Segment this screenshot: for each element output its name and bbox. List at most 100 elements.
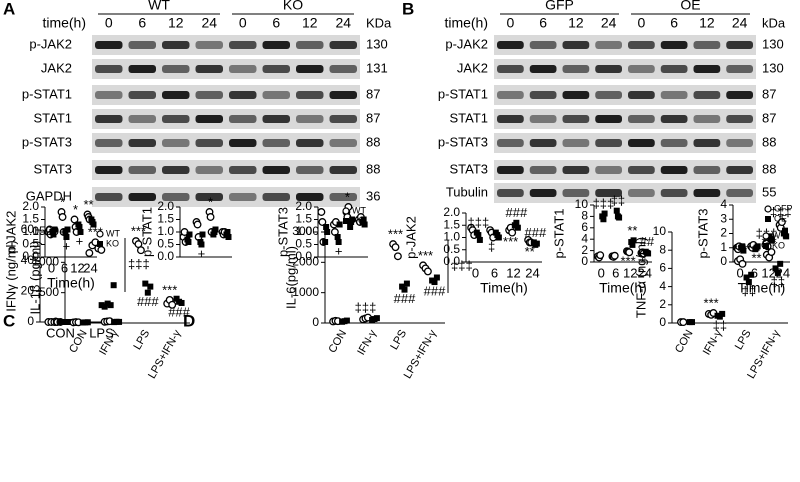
- size-label: 88: [762, 161, 776, 176]
- band: [329, 91, 357, 99]
- row-label: JAK2: [41, 60, 72, 75]
- data-point: [495, 234, 502, 241]
- band: [128, 115, 156, 123]
- band: [95, 115, 123, 123]
- significance-mark: ‡‡‡: [770, 205, 792, 220]
- band: [562, 65, 590, 73]
- band: [128, 91, 156, 99]
- legend-label: KO: [106, 238, 119, 248]
- band: [660, 65, 688, 73]
- legend-marker: [764, 205, 772, 213]
- y-tick-label: 6: [581, 220, 588, 234]
- y-tick-label: 0.0: [22, 249, 39, 263]
- blot-background: [494, 109, 756, 129]
- legend-marker: [343, 218, 349, 224]
- data-point: [144, 289, 151, 296]
- blot-background: [92, 109, 360, 129]
- band: [562, 166, 590, 174]
- band: [529, 139, 557, 147]
- band: [229, 139, 257, 147]
- y-tick-label: 0: [52, 315, 59, 329]
- y-tick-label: 4: [720, 197, 727, 211]
- lane-label: 6: [670, 15, 678, 31]
- data-point: [136, 246, 145, 255]
- y-axis-label: IL-6(pg/ml): [283, 246, 298, 309]
- y-tick-label: 2: [581, 243, 588, 257]
- y-tick-label: 0: [27, 314, 34, 328]
- band: [95, 193, 123, 201]
- band: [162, 91, 190, 99]
- lane-label: 0: [506, 15, 514, 31]
- band: [128, 166, 156, 174]
- data-point: [767, 248, 776, 256]
- y-tick-label: 2: [720, 226, 727, 240]
- band: [497, 166, 524, 174]
- x-tick-label: CON: [46, 325, 75, 340]
- band: [693, 189, 721, 197]
- data-point: [225, 234, 232, 240]
- panel-label: D: [183, 311, 195, 330]
- y-tick-label: 3000: [292, 224, 319, 238]
- data-point: [600, 216, 607, 223]
- significance-mark: ***: [704, 295, 719, 310]
- data-point: [403, 280, 410, 287]
- y-tick-label: 2.0: [22, 199, 39, 213]
- row-label: STAT3: [33, 161, 72, 176]
- x-axis-label: Time(h): [47, 275, 95, 291]
- band: [595, 41, 622, 49]
- band: [529, 189, 557, 197]
- time-header: time(h): [42, 15, 86, 31]
- row-label: STAT3: [449, 161, 488, 176]
- band: [162, 166, 190, 174]
- data-point: [738, 259, 747, 268]
- data-point: [754, 243, 761, 250]
- band: [95, 91, 123, 99]
- lane-label: 24: [201, 15, 217, 31]
- x-axis-label: Time(h): [599, 280, 647, 296]
- band: [229, 115, 257, 123]
- band: [195, 166, 223, 174]
- data-point: [198, 241, 205, 248]
- row-label: STAT1: [33, 110, 72, 125]
- lane-label: 24: [601, 15, 617, 31]
- data-point: [361, 221, 368, 228]
- band: [497, 115, 524, 123]
- significance-mark: +: [198, 246, 206, 261]
- y-tick-label: 1.5: [157, 212, 174, 226]
- row-label: p-STAT1: [438, 86, 488, 101]
- data-point: [475, 232, 482, 239]
- size-label: 87: [762, 110, 776, 125]
- y-axis-label: p-STAT3: [275, 207, 290, 257]
- legend-marker: [96, 230, 104, 238]
- significance-mark: ‡‡‡: [593, 196, 615, 211]
- row-label: STAT1: [449, 110, 488, 125]
- data-point: [101, 303, 108, 310]
- x-tick-label: 0: [48, 260, 55, 275]
- y-axis-label: TNF-α (ng/ml): [633, 237, 648, 318]
- band: [529, 115, 557, 123]
- size-label: 88: [366, 134, 380, 149]
- x-tick-label: CON: [326, 328, 349, 355]
- x-tick-label: IFN-γ: [355, 328, 379, 358]
- significance-mark: ##: [640, 234, 655, 249]
- y-axis-label: IFNγ (ng/ml): [3, 240, 18, 312]
- y-tick-label: 2.0: [443, 205, 460, 219]
- panel-label: A: [3, 0, 15, 18]
- y-tick-label: 2.0: [295, 199, 312, 213]
- x-tick-label: 12: [761, 265, 775, 280]
- y-axis-label: p-STAT1: [139, 207, 154, 257]
- data-point: [58, 213, 67, 221]
- data-point: [476, 236, 483, 243]
- data-point: [206, 213, 215, 221]
- data-point: [689, 319, 696, 326]
- lane-label: 24: [732, 15, 748, 31]
- data-point: [347, 224, 354, 230]
- data-point: [186, 231, 193, 238]
- data-point: [168, 300, 177, 309]
- x-tick-label: 12: [70, 260, 84, 275]
- significance-mark: +: [63, 238, 71, 253]
- band: [660, 41, 688, 49]
- row-label: Tubulin: [446, 184, 488, 199]
- legend-marker: [97, 241, 103, 247]
- band: [329, 41, 357, 49]
